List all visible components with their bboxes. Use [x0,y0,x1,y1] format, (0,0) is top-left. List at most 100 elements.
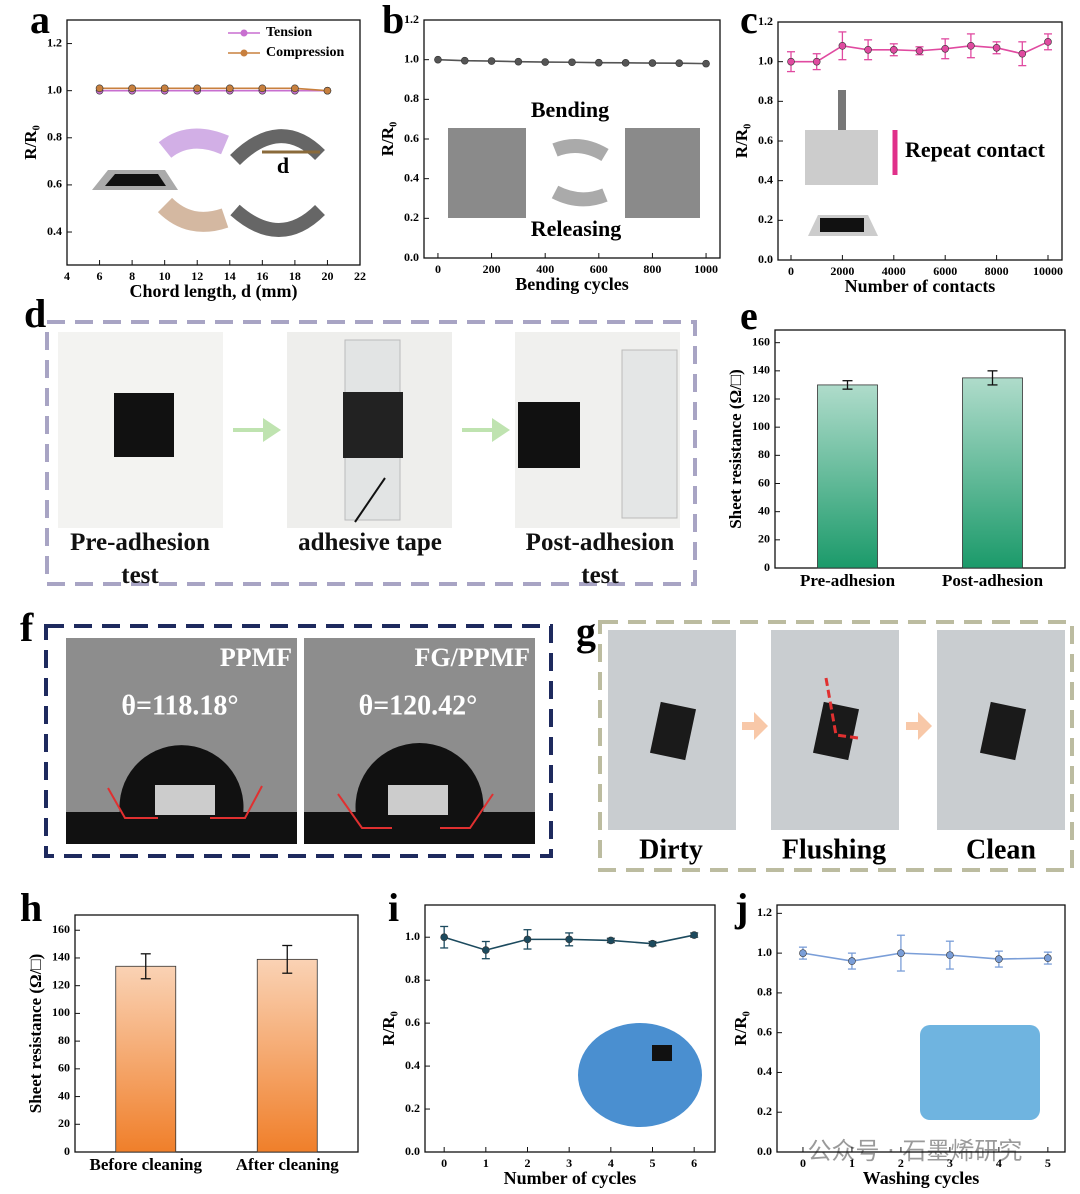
x-tick-label: Pre-adhesion [800,571,896,590]
sample-icon [105,174,166,186]
x-tick-label: Before cleaning [89,1155,202,1174]
marker [291,84,299,93]
marker [799,949,807,957]
caption: adhesive tape [298,529,442,556]
error-bar [842,380,853,390]
x-tick-label: 200 [483,262,501,276]
marker [487,57,496,65]
arrow [551,185,608,207]
marker [1018,49,1027,58]
panel-label: f [20,605,34,650]
x-axis-label: Chord length, d (mm) [129,281,297,302]
marker [160,84,169,93]
y-tick-label: 0.2 [404,210,419,224]
y-tick-label: 0.8 [47,130,62,144]
arrow [552,139,609,162]
y-axis-label: R/R₀ [378,122,397,156]
contact-angle: θ=118.18° [121,690,238,721]
x-tick-label: 8000 [985,264,1009,278]
y-tick-label: 100 [752,419,770,433]
x-tick-label: After cleaning [236,1155,340,1174]
x-tick-label: 600 [590,262,608,276]
marker [541,58,549,66]
caption: Pre-adhesion test [70,529,210,589]
marker [523,935,532,944]
y-tick-label: 60 [758,475,770,489]
contact-angle: θ=120.42° [359,690,478,721]
x-tick-label: 1 [483,1156,489,1170]
legend-swatch [240,49,248,57]
y-tick-label: 120 [752,391,770,405]
marker [225,84,234,93]
x-tick-label: 6 [691,1156,697,1170]
y-tick-label: 0.0 [758,252,773,266]
marker [915,46,924,55]
photo [304,812,535,844]
y-tick-label: 0.6 [757,1024,772,1038]
y-tick-label: 0.8 [757,985,772,999]
plate [805,130,878,185]
x-tick-label: 4 [608,1156,614,1170]
panel-label: a [30,0,50,42]
caption: Clean [966,834,1036,865]
y-tick-label: 80 [58,1033,70,1047]
x-axis-label: Washing cycles [863,1168,980,1188]
marker [323,86,332,95]
marker [995,955,1003,963]
arrow [906,712,932,740]
marker [514,57,523,66]
panel-label: g [576,609,596,654]
marker [482,946,490,954]
x-tick-label: 3 [947,1156,953,1170]
y-axis-label: R/R₀ [21,125,40,159]
annotation: Releasing [531,216,621,241]
marker [864,45,872,54]
y-tick-label: 0.4 [758,172,773,186]
y-tick-label: 20 [758,532,770,546]
y-tick-label: 0.4 [757,1064,772,1078]
annotation: Repeat contact [905,137,1046,162]
sample-label: FG/PPMF [414,643,530,672]
beaker [920,1025,1040,1120]
marker [946,951,954,959]
marker [675,59,684,68]
y-tick-label: 1.2 [47,35,62,49]
marker [812,57,821,66]
angle-line [337,793,494,829]
frame [45,320,697,586]
y-tick-label: 60 [58,1061,70,1075]
panel-label: j [734,885,748,930]
marker [702,59,710,68]
marker [1044,954,1052,962]
sample-icon [820,218,864,232]
panel-label: b [382,0,404,42]
x-tick-label: 10000 [1033,264,1063,278]
sample [652,1045,672,1061]
y-tick-label: 40 [758,503,770,517]
y-tick-label: 80 [758,447,770,461]
y-tick-label: 0.4 [405,1058,420,1072]
frame [598,620,1074,872]
y-tick-label: 0 [64,1144,70,1158]
y-tick-label: 0 [764,560,770,574]
panel-label: h [20,885,42,930]
photo [66,812,297,844]
y-tick-label: 1.2 [757,905,772,919]
y-tick-label: 1.0 [758,53,773,67]
axes-frame [424,904,716,1153]
y-tick-label: 0.4 [47,224,62,238]
caption: Dirty [639,834,703,865]
y-tick-label: 1.0 [405,929,420,943]
dish [578,1023,702,1127]
sample [649,701,697,761]
axes-frame [774,329,1066,569]
marker [941,44,949,53]
bar [817,384,878,569]
marker [787,57,795,66]
x-tick-label: 1 [849,1156,855,1170]
marker [838,41,847,50]
y-tick-label: 1.0 [47,82,62,96]
line [802,952,1048,962]
reflection [155,785,215,815]
